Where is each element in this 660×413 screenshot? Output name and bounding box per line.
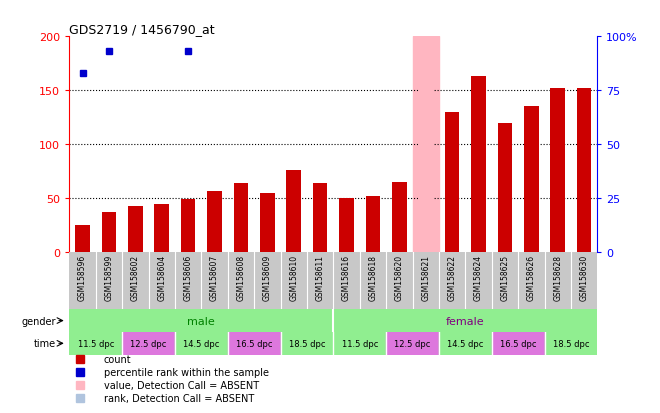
- Text: rank, Detection Call = ABSENT: rank, Detection Call = ABSENT: [104, 393, 254, 403]
- Bar: [439, 332, 492, 355]
- Bar: [175, 332, 228, 355]
- Text: 16.5 dpc: 16.5 dpc: [500, 339, 537, 348]
- Bar: [69, 332, 122, 355]
- Bar: [498, 123, 512, 253]
- Bar: [412, 37, 439, 253]
- Text: 11.5 dpc: 11.5 dpc: [77, 339, 114, 348]
- Text: GSM158602: GSM158602: [131, 254, 140, 300]
- Bar: [418, 37, 433, 253]
- Bar: [524, 107, 539, 253]
- Text: male: male: [187, 316, 215, 326]
- Text: GSM158608: GSM158608: [236, 254, 246, 300]
- Text: 14.5 dpc: 14.5 dpc: [447, 339, 484, 348]
- Bar: [228, 332, 280, 355]
- Bar: [333, 309, 597, 332]
- Text: time: time: [34, 339, 56, 349]
- Text: GSM158599: GSM158599: [104, 254, 114, 301]
- Text: 11.5 dpc: 11.5 dpc: [341, 339, 378, 348]
- Bar: [339, 199, 354, 253]
- Text: GSM158624: GSM158624: [474, 254, 483, 300]
- Text: value, Detection Call = ABSENT: value, Detection Call = ABSENT: [104, 380, 259, 390]
- Text: gender: gender: [22, 316, 56, 326]
- Text: GSM158622: GSM158622: [447, 254, 457, 300]
- Text: 18.5 dpc: 18.5 dpc: [288, 339, 325, 348]
- Bar: [313, 184, 327, 253]
- Bar: [577, 89, 591, 253]
- Text: female: female: [446, 316, 484, 326]
- Text: GSM158616: GSM158616: [342, 254, 351, 300]
- Text: GSM158610: GSM158610: [289, 254, 298, 300]
- Bar: [445, 113, 459, 253]
- Text: GSM158625: GSM158625: [500, 254, 510, 300]
- Bar: [471, 77, 486, 253]
- Bar: [69, 309, 333, 332]
- Text: percentile rank within the sample: percentile rank within the sample: [104, 367, 269, 377]
- Text: 18.5 dpc: 18.5 dpc: [552, 339, 589, 348]
- Text: GSM158596: GSM158596: [78, 254, 87, 301]
- Text: GSM158606: GSM158606: [183, 254, 193, 301]
- Text: count: count: [104, 354, 131, 364]
- Bar: [122, 332, 175, 355]
- Text: GSM158621: GSM158621: [421, 254, 430, 300]
- Bar: [492, 332, 544, 355]
- Bar: [550, 89, 565, 253]
- Text: GSM158630: GSM158630: [579, 254, 589, 301]
- Bar: [75, 226, 90, 253]
- Text: 14.5 dpc: 14.5 dpc: [183, 339, 220, 348]
- Text: 12.5 dpc: 12.5 dpc: [130, 339, 167, 348]
- Bar: [286, 171, 301, 253]
- Bar: [366, 197, 380, 253]
- Text: GSM158626: GSM158626: [527, 254, 536, 300]
- Text: 16.5 dpc: 16.5 dpc: [236, 339, 273, 348]
- Bar: [392, 183, 407, 253]
- Text: GSM158611: GSM158611: [315, 254, 325, 300]
- Bar: [181, 200, 195, 253]
- Text: GSM158618: GSM158618: [368, 254, 378, 300]
- Bar: [544, 332, 597, 355]
- Bar: [128, 206, 143, 253]
- Text: GSM158607: GSM158607: [210, 254, 219, 301]
- Bar: [207, 191, 222, 253]
- Bar: [102, 213, 116, 253]
- Bar: [154, 204, 169, 253]
- Bar: [280, 332, 333, 355]
- Text: 12.5 dpc: 12.5 dpc: [394, 339, 431, 348]
- Text: GSM158620: GSM158620: [395, 254, 404, 300]
- Bar: [260, 193, 275, 253]
- Bar: [333, 332, 386, 355]
- Text: GSM158609: GSM158609: [263, 254, 272, 301]
- Bar: [386, 332, 439, 355]
- Text: GSM158604: GSM158604: [157, 254, 166, 301]
- Bar: [234, 184, 248, 253]
- Text: GSM158628: GSM158628: [553, 254, 562, 300]
- Text: GDS2719 / 1456790_at: GDS2719 / 1456790_at: [69, 23, 215, 36]
